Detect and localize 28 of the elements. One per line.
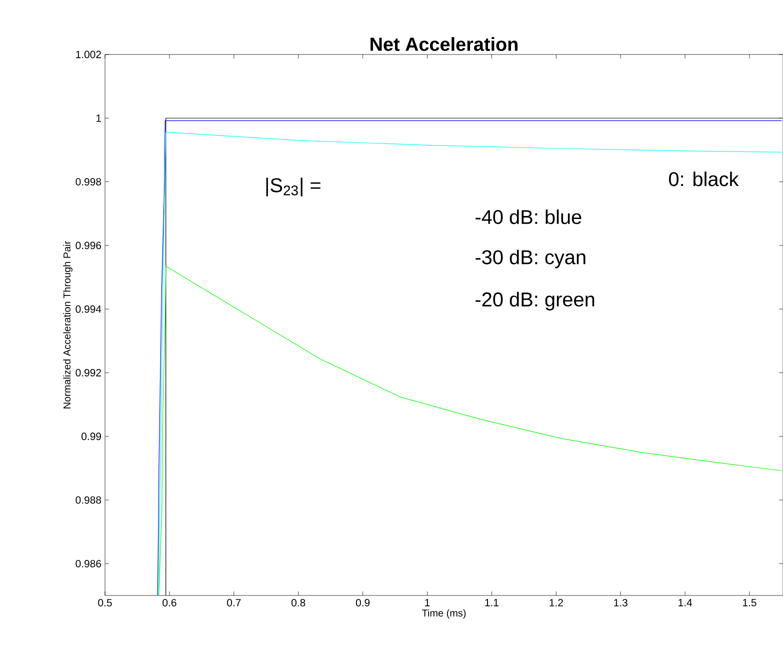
y-tick-label: 0.988 [76, 496, 102, 504]
x-tick-label: 0.7 [227, 599, 241, 606]
y-tick-label: 0.992 [76, 369, 101, 376]
x-tick-label: 1.4 [678, 599, 692, 606]
y-tick-label: 0.986 [76, 560, 102, 568]
y-tick-label: 0.99 [82, 432, 101, 440]
x-tick-label: 1.2 [550, 599, 563, 606]
x-tick-label: 1 [425, 599, 430, 606]
y-tick-label: 1.002 [76, 50, 101, 58]
x-tick-label: 0.9 [356, 599, 370, 606]
y-tick-label: 0.996 [76, 242, 102, 250]
x-tick-label: 1.1 [485, 599, 498, 606]
annotation: |S$_{23}$| = [266, 178, 320, 196]
chart-title: Net Acceleration [370, 37, 518, 51]
annotation: -40 dB: blue [476, 209, 582, 224]
annotation: -20 dB: green [476, 292, 594, 310]
y-axis-title: Normalized Acceleration Through Pair [63, 241, 72, 408]
y-tick-label: 0.998 [76, 178, 102, 186]
x-axis-title: Time (ms) [422, 609, 466, 619]
y-tick-label: 0.994 [76, 305, 102, 313]
x-tick-label: 0.5 [98, 599, 112, 606]
x-tick-label: 1.3 [614, 599, 628, 606]
x-tick-label: 1.5 [743, 599, 756, 606]
annotation: 0: black [669, 172, 739, 186]
x-tick-label: 0.6 [162, 599, 176, 606]
x-tick-label: 0.8 [291, 599, 306, 606]
y-tick-label: 1 [96, 114, 101, 122]
annotation: -30 dB: cyan [476, 250, 586, 268]
